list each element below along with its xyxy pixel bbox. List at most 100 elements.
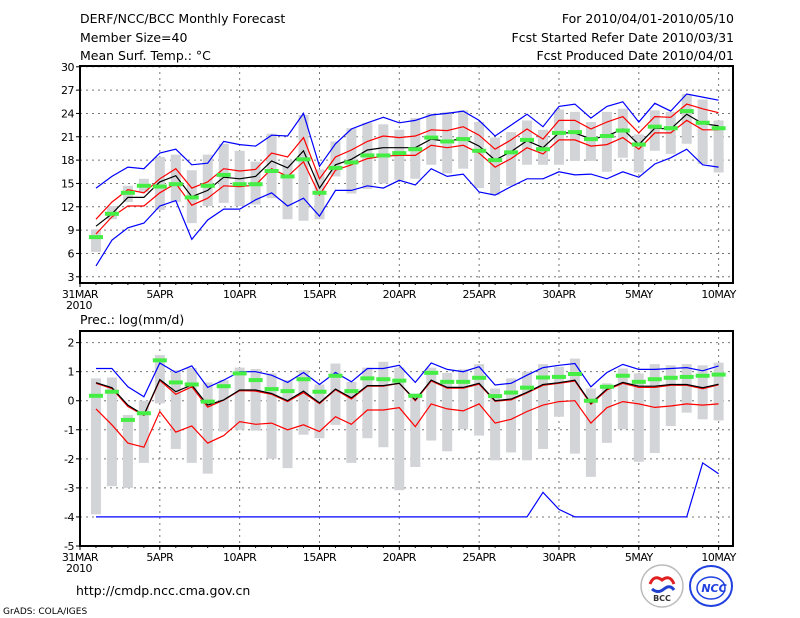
range-bar [250, 369, 261, 431]
median-marker [567, 372, 582, 376]
median-marker [440, 139, 455, 144]
range-bar [202, 382, 213, 474]
median-marker [615, 128, 630, 133]
median-marker [328, 165, 343, 170]
range-bar [522, 371, 533, 461]
y-tick-label: 1 [68, 366, 75, 379]
median-marker [88, 235, 103, 240]
median-marker [520, 137, 535, 142]
y-tick-label: 21 [61, 131, 74, 144]
median-marker [424, 135, 439, 140]
svg-text:NCC: NCC [701, 582, 726, 595]
y-tick-label: 3 [68, 271, 75, 284]
x-tick-label: 30APR [542, 288, 576, 301]
series-ensemble-mean [95, 113, 719, 227]
range-bar [585, 122, 596, 161]
x-tick-label: 25APR [462, 551, 496, 564]
x-tick-label: 5MAY [625, 288, 654, 301]
range-bar [585, 388, 596, 477]
range-bar [697, 365, 708, 420]
y-tick-label: 2 [68, 337, 75, 350]
range-bar [266, 373, 277, 459]
y-tick-label: 0 [68, 395, 75, 408]
range-bar [90, 229, 101, 252]
y-tick-label: 18 [61, 154, 74, 167]
median-marker [599, 134, 614, 138]
median-marker [663, 375, 678, 380]
x-tick-label: 15APR [303, 288, 337, 301]
median-marker [567, 130, 582, 135]
range-bar [154, 157, 165, 210]
median-marker [695, 120, 710, 125]
ncc-logo: NCC [689, 565, 733, 607]
median-marker [695, 373, 710, 378]
range-bar [330, 363, 341, 425]
range-bar [569, 358, 580, 454]
bcc-logo: BCC [640, 564, 684, 608]
range-bar [553, 366, 564, 417]
range-bar [90, 378, 101, 515]
x-tick-label: 20APR [383, 288, 417, 301]
series-upper-spread [95, 103, 719, 220]
range-bar [346, 381, 357, 463]
range-bar [713, 362, 724, 421]
year-label: 2010 [66, 562, 92, 575]
range-bar [362, 367, 373, 439]
range-bar [713, 120, 724, 173]
median-marker [488, 394, 503, 399]
median-marker [360, 153, 375, 158]
median-marker [360, 376, 375, 381]
median-marker [647, 124, 662, 129]
median-marker [456, 137, 471, 142]
y-tick-label: 12 [61, 201, 74, 214]
range-bar [266, 133, 277, 199]
median-marker [631, 379, 646, 384]
chart-title: DERF/NCC/BCC Monthly Forecast [80, 11, 285, 26]
median-marker [168, 182, 183, 187]
source-url: http://cmdp.ncc.cma.gov.cn [76, 583, 250, 598]
series-lower-envelope [95, 148, 719, 267]
y-tick-label: -1 [64, 424, 74, 437]
median-marker [536, 147, 551, 152]
series-ensemble-mean [95, 378, 719, 416]
range-bar [490, 388, 501, 461]
range-bar [633, 134, 644, 173]
median-marker [583, 137, 598, 142]
median-marker [392, 378, 407, 383]
x-tick-label: 30APR [542, 551, 576, 564]
median-marker [456, 379, 471, 384]
range-bar [681, 364, 692, 413]
range-bar [601, 383, 612, 443]
median-marker [583, 398, 598, 403]
median-marker [424, 370, 439, 375]
x-tick-label: 31MAR [62, 288, 99, 301]
range-bar [569, 111, 580, 161]
median-marker [312, 190, 327, 195]
median-marker [376, 377, 391, 382]
median-marker [408, 147, 423, 152]
range-bar [170, 370, 181, 449]
median-marker [104, 389, 119, 394]
x-tick-label: 25APR [462, 288, 496, 301]
range-bar [522, 120, 533, 165]
range-bar [314, 384, 325, 439]
median-marker [328, 373, 343, 378]
median-marker [392, 151, 407, 156]
range-bar [442, 372, 453, 452]
range-bar [617, 108, 628, 158]
median-marker [280, 174, 295, 179]
precip-panel-title: Prec.: log(mm/d) [80, 312, 184, 327]
series-lower-spread [95, 119, 719, 235]
x-tick-label: 10MAY [701, 288, 736, 301]
range-bar [681, 94, 692, 144]
x-tick-label: 20APR [383, 551, 417, 564]
range-bar [458, 369, 469, 430]
median-marker [248, 378, 263, 383]
median-marker [120, 417, 135, 422]
range-bar [282, 380, 293, 469]
median-marker [599, 384, 614, 389]
median-marker [679, 109, 694, 114]
x-tick-label: 5APR [146, 551, 174, 564]
series-upper-envelope [96, 362, 719, 398]
x-tick-label: 5MAY [625, 551, 654, 564]
